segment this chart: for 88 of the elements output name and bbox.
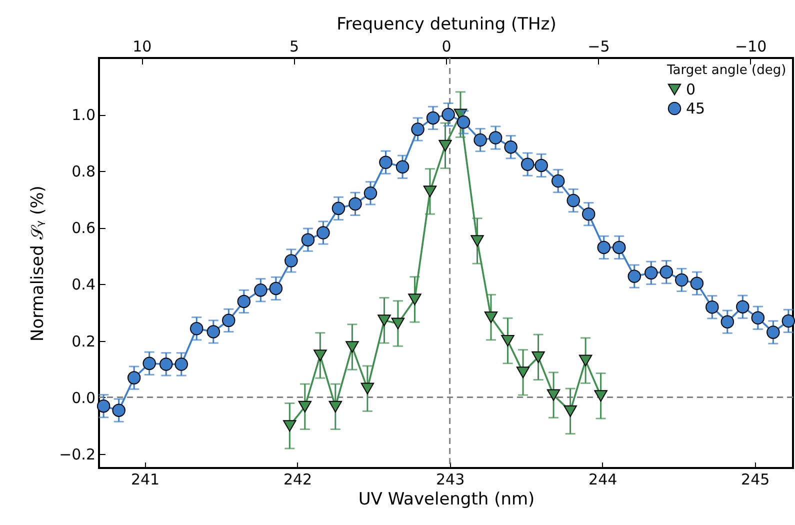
- point: [314, 350, 327, 362]
- point: [484, 311, 498, 324]
- x2-tick-label: −10: [735, 38, 767, 56]
- point: [127, 371, 141, 384]
- point: [360, 382, 374, 394]
- point: [442, 108, 455, 122]
- point: [332, 202, 346, 216]
- point: [474, 133, 487, 147]
- point: [301, 233, 315, 246]
- point: [456, 116, 470, 129]
- point: [501, 334, 514, 347]
- point: [426, 111, 440, 125]
- point: [348, 197, 362, 211]
- point: [222, 314, 236, 328]
- point: [782, 314, 795, 328]
- point: [254, 284, 268, 297]
- x-axis-title: UV Wavelength (nm): [358, 490, 535, 510]
- point: [551, 174, 565, 188]
- point: [316, 226, 330, 240]
- x-tick-label: 244: [588, 470, 618, 488]
- y-axis-title: Normalised 𝒮ᵧ (%): [28, 186, 48, 342]
- point: [328, 400, 342, 412]
- point: [628, 270, 641, 283]
- point: [566, 194, 580, 208]
- x2-tick-label: 5: [290, 38, 300, 56]
- y-tick-label: 0.6: [72, 219, 96, 238]
- legend-title: Target angle (deg): [666, 63, 786, 78]
- point: [378, 314, 391, 326]
- point: [190, 322, 204, 336]
- y-tick-label: −0.2: [59, 445, 96, 464]
- point: [391, 318, 405, 330]
- point: [206, 325, 220, 338]
- x-tick-label: 245: [741, 470, 770, 488]
- point: [578, 354, 592, 366]
- point: [96, 399, 110, 413]
- point: [408, 294, 422, 306]
- point: [520, 158, 534, 171]
- point: [423, 186, 437, 198]
- point: [284, 254, 298, 268]
- point: [470, 235, 484, 247]
- y-tick-label: 0.2: [72, 332, 96, 350]
- point: [597, 240, 610, 254]
- point: [706, 300, 719, 314]
- point: [364, 186, 378, 200]
- point: [174, 358, 188, 371]
- point: [766, 326, 780, 339]
- point: [438, 140, 452, 152]
- x-tick-label: 242: [283, 470, 312, 488]
- y-tick-label: 0.0: [72, 388, 96, 407]
- point: [346, 341, 359, 353]
- y-tick-label: 0.8: [72, 162, 96, 181]
- point: [504, 140, 518, 154]
- point: [660, 265, 674, 279]
- point: [142, 356, 156, 370]
- point: [516, 366, 530, 378]
- point: [411, 122, 424, 136]
- point: [720, 315, 734, 328]
- point: [582, 207, 596, 221]
- point: [644, 266, 658, 280]
- x2-tick-label: 0: [442, 38, 452, 56]
- point: [283, 420, 296, 432]
- point: [298, 400, 312, 412]
- point: [546, 389, 560, 401]
- x-tick-label: 243: [436, 470, 465, 488]
- x-tick-label: 241: [130, 470, 160, 488]
- x2-tick-label: −5: [588, 38, 610, 56]
- y-tick-label: 1.0: [72, 106, 96, 124]
- x2-tick-label: 10: [132, 38, 152, 56]
- point: [751, 311, 765, 324]
- point: [534, 158, 548, 172]
- legend-label: 0: [686, 80, 696, 98]
- point: [488, 131, 502, 144]
- point: [675, 273, 688, 287]
- point: [612, 240, 626, 254]
- legend-label: 45: [686, 100, 706, 118]
- point: [237, 294, 251, 308]
- point: [159, 358, 173, 371]
- point: [736, 300, 750, 314]
- point: [269, 282, 283, 296]
- point: [112, 404, 126, 417]
- point: [564, 405, 577, 417]
- point: [690, 276, 704, 290]
- point: [379, 156, 392, 169]
- y-tick-label: 0.4: [72, 276, 96, 294]
- point: [532, 351, 545, 363]
- x2-axis-title: Frequency detuning (THz): [336, 14, 556, 34]
- point: [396, 160, 410, 174]
- point: [594, 390, 608, 402]
